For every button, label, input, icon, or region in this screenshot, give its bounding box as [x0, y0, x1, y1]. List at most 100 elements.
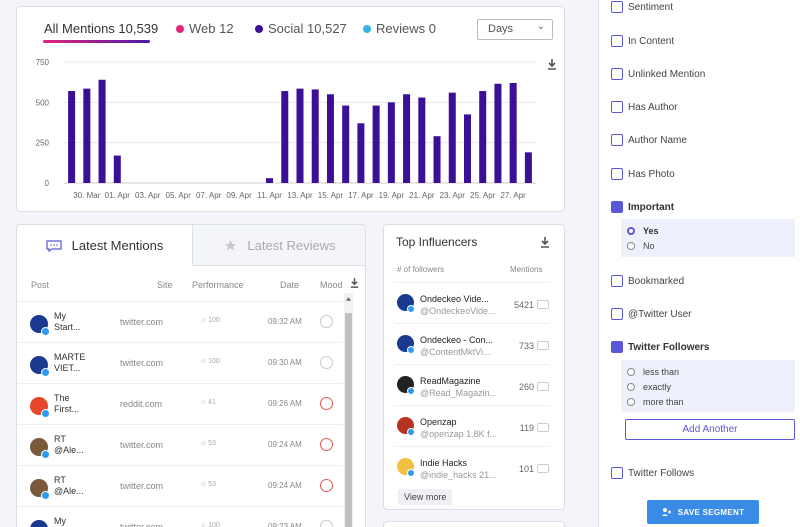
radio-less-than[interactable]: less than — [627, 367, 679, 377]
tab-reviews[interactable]: Reviews 0 — [363, 21, 436, 36]
mood-neutral-icon[interactable] — [320, 356, 333, 369]
bar — [479, 91, 487, 183]
col-site: Site — [157, 280, 173, 290]
tab-social[interactable]: Social 10,527 — [255, 21, 347, 36]
radio-exactly[interactable]: exactly — [627, 382, 671, 392]
checkbox[interactable] — [611, 467, 623, 479]
checkbox[interactable] — [611, 134, 623, 146]
mention-row[interactable]: My Start... twitter.com 🔥︎ 100 09:32 AM — [17, 301, 343, 342]
x-tick-label: 30. Mar — [73, 191, 100, 200]
mention-row[interactable]: MARTE VIET... twitter.com 🔥︎ 100 09:30 AM — [17, 342, 343, 383]
influencer-name: Openzap — [420, 417, 457, 427]
mood-negative-icon[interactable] — [320, 438, 333, 451]
radio-selected[interactable] — [627, 227, 635, 235]
checkbox[interactable] — [611, 168, 623, 180]
mood-neutral-icon[interactable] — [320, 315, 333, 328]
influencer-name: Indie Hacks — [420, 458, 468, 468]
bar — [387, 102, 395, 183]
filter-unlinked-mention[interactable]: Unlinked Mention — [611, 67, 705, 81]
influencer-row[interactable]: Openzap @openzap 1.8K f... 119 — [394, 405, 550, 445]
y-tick-label: 250 — [36, 139, 50, 148]
download-icon[interactable] — [547, 59, 557, 71]
tab-all-mentions[interactable]: All Mentions 10,539 — [44, 21, 159, 36]
influencer-row[interactable]: Ondeckeo Vide... @OndeckeoVide... 5421 — [394, 282, 550, 322]
filter-important[interactable]: Important — [611, 200, 674, 214]
x-tick-label: 15. Apr — [318, 191, 344, 200]
twitter-badge-icon — [41, 450, 50, 459]
checkbox[interactable] — [611, 308, 623, 320]
save-segment-button[interactable]: SAVE SEGMENT — [647, 500, 759, 524]
influencer-row[interactable]: Ondeckeo - Con... @ContentMktVi... 733 — [394, 323, 550, 363]
mention-row[interactable]: RT @Ale... twitter.com 🔥︎ 53 09:24 AM — [17, 465, 343, 506]
filter-sentiment[interactable]: Sentiment — [611, 0, 673, 14]
y-tick-label: 0 — [45, 179, 50, 188]
download-icon[interactable] — [540, 237, 550, 249]
col-performance: Performance — [192, 280, 244, 290]
segment-icon — [661, 508, 671, 516]
date: 09:23 AM — [268, 522, 302, 527]
tab-web[interactable]: Web 12 — [176, 21, 234, 36]
download-icon[interactable] — [350, 278, 359, 289]
influencers-title: Top Influencers — [396, 235, 478, 249]
days-select[interactable]: Days ⌄ — [477, 19, 553, 40]
flame-icon: 🔥︎ — [201, 440, 207, 447]
filter-bookmarked[interactable]: Bookmarked — [611, 274, 684, 288]
bar — [113, 155, 121, 183]
col-post: Post — [31, 280, 50, 290]
y-tick-label: 500 — [36, 98, 50, 107]
chat-icon[interactable] — [537, 464, 549, 473]
chat-icon[interactable] — [537, 341, 549, 350]
checkbox[interactable] — [611, 101, 623, 113]
radio-more-than[interactable]: more than — [627, 397, 684, 407]
tab-latest-mentions[interactable]: Latest Mentions — [17, 225, 192, 266]
filters-panel: Sentiment In Content Unlinked Mention Ha… — [598, 0, 800, 527]
influencer-row[interactable]: Indie Hacks @indie_hacks 21... 101 — [394, 446, 550, 486]
influencer-row[interactable]: ReadMagazine @Read_Magazin... 260 — [394, 364, 550, 404]
mood-negative-icon[interactable] — [320, 397, 333, 410]
x-tick-label: 03. Apr — [135, 191, 161, 200]
x-tick-label: 25. Apr — [470, 191, 496, 200]
chat-icon — [46, 239, 62, 252]
radio[interactable] — [627, 368, 635, 376]
mention-row[interactable]: The First... reddit.com 🔥︎ 41 09:26 AM — [17, 383, 343, 424]
checkbox[interactable] — [611, 68, 623, 80]
bar — [311, 89, 319, 183]
filter-in-content[interactable]: In Content — [611, 34, 674, 48]
x-tick-label: 13. Apr — [287, 191, 313, 200]
add-another-button[interactable]: Add Another — [625, 419, 795, 440]
performance: 🔥︎ 100 — [201, 358, 220, 365]
checkbox[interactable] — [611, 275, 623, 287]
view-more-button[interactable]: View more — [398, 489, 453, 505]
filter-author-name[interactable]: Author Name — [611, 133, 687, 147]
mention-row[interactable]: RT @Ale... twitter.com 🔥︎ 53 09:24 AM — [17, 424, 343, 465]
filter-twitter-followers[interactable]: Twitter Followers — [611, 340, 710, 354]
bar — [448, 92, 456, 183]
mood-negative-icon[interactable] — [320, 479, 333, 492]
x-tick-label: 07. Apr — [196, 191, 222, 200]
scrollbar-thumb[interactable] — [345, 313, 352, 527]
chat-icon[interactable] — [537, 423, 549, 432]
checkbox[interactable] — [611, 35, 623, 47]
avatar — [30, 520, 48, 527]
scroll-up-arrow-icon[interactable] — [345, 295, 352, 303]
checkbox-checked[interactable] — [611, 201, 623, 213]
radio[interactable] — [627, 398, 635, 406]
mention-row[interactable]: My twitter.com 🔥︎ 100 09:23 AM — [17, 506, 343, 527]
chat-icon[interactable] — [537, 300, 549, 309]
filter-has-author[interactable]: Has Author — [611, 100, 677, 114]
filter-twitter-user[interactable]: @Twitter User — [611, 307, 692, 321]
mention-count: 5421 — [513, 300, 534, 310]
tab-latest-reviews[interactable]: Latest Reviews — [192, 225, 365, 266]
mood-neutral-icon[interactable] — [320, 520, 333, 527]
radio[interactable] — [627, 242, 635, 250]
filter-twitter-follows[interactable]: Twitter Follows — [611, 466, 694, 480]
radio-yes[interactable]: Yes — [627, 226, 659, 236]
radio[interactable] — [627, 383, 635, 391]
radio-no[interactable]: No — [627, 241, 655, 251]
filter-has-photo[interactable]: Has Photo — [611, 167, 675, 181]
checkbox-checked[interactable] — [611, 341, 623, 353]
col-followers: # of followers — [397, 265, 445, 274]
social-dot-icon — [255, 24, 263, 33]
checkbox[interactable] — [611, 1, 623, 13]
chat-icon[interactable] — [537, 382, 549, 391]
